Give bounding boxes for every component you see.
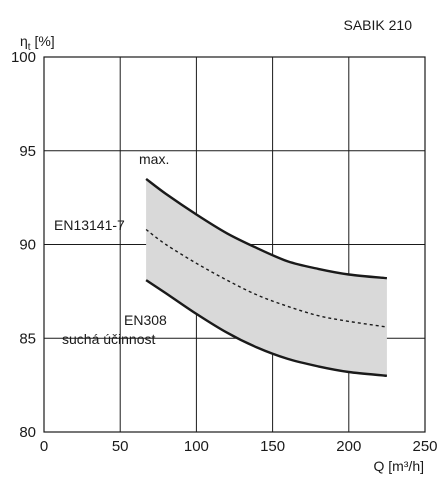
label-max: max. <box>139 151 169 167</box>
efficiency-band <box>146 178 387 376</box>
band-area <box>146 178 387 376</box>
x-tick-label: 100 <box>184 438 209 455</box>
label-en13141: EN13141-7 <box>54 217 125 233</box>
x-axis-label: Q [m³/h] <box>373 458 424 474</box>
y-tick-label: 85 <box>19 330 36 347</box>
y-tick-label: 95 <box>19 143 36 160</box>
y-tick-label: 80 <box>19 424 36 441</box>
x-tick-label: 150 <box>260 438 285 455</box>
x-tick-label: 250 <box>412 438 437 455</box>
y-tick-label: 90 <box>19 237 36 254</box>
x-tick-label: 200 <box>336 438 361 455</box>
x-tick-label: 0 <box>40 438 48 455</box>
chart-title: SABIK 210 <box>344 17 413 33</box>
plot-frame <box>43 56 426 433</box>
tick-labels: 0 50 100 150 200 250 80 85 90 95 100 <box>11 49 438 455</box>
y-axis-symbol: η <box>20 33 28 49</box>
series-lines <box>145 177 388 377</box>
series-line-en308 <box>145 279 388 377</box>
label-en308: EN308 <box>124 312 167 328</box>
y-axis-subscript: t <box>28 42 31 53</box>
y-axis-unit: [%] <box>31 33 55 49</box>
x-tick-label: 50 <box>112 438 129 455</box>
series-line-max <box>145 177 388 280</box>
y-tick-label: 100 <box>11 49 36 66</box>
y-axis-label: ηt [%] <box>20 33 55 53</box>
label-sucha-ucinnost: suchá účinnost <box>62 331 156 347</box>
